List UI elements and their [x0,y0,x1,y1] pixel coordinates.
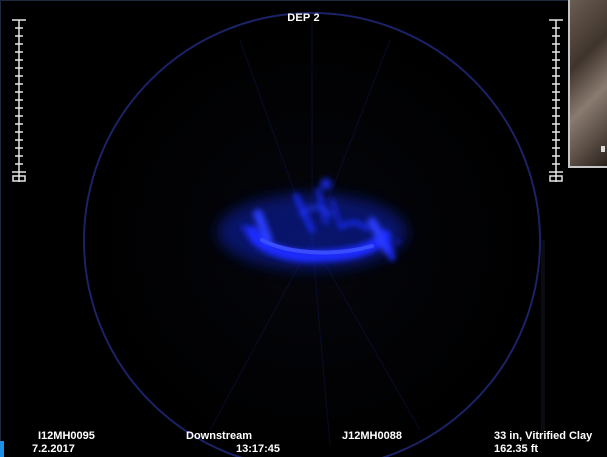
distance-label: 162.35 ft [494,443,539,455]
left-scale-icon[interactable] [8,18,30,186]
page-title: DEP 2 [287,12,320,24]
camera-thumbnail[interactable] [568,0,607,168]
right-edge-strip [541,240,545,440]
corner-accent [0,441,4,457]
sonar-echo-highlight [260,238,374,255]
pipe-info-label: 33 in, Vitrified Clay [494,430,593,442]
right-scale-icon[interactable] [545,18,567,186]
thumbnail-marker-icon [601,146,605,152]
date-label: 7.2.2017 [32,443,75,455]
start-manhole-label: I12MH0095 [38,430,95,442]
end-manhole-label: J12MH0088 [342,430,402,442]
direction-label: Downstream [186,430,253,442]
time-label: 13:17:45 [236,443,281,455]
